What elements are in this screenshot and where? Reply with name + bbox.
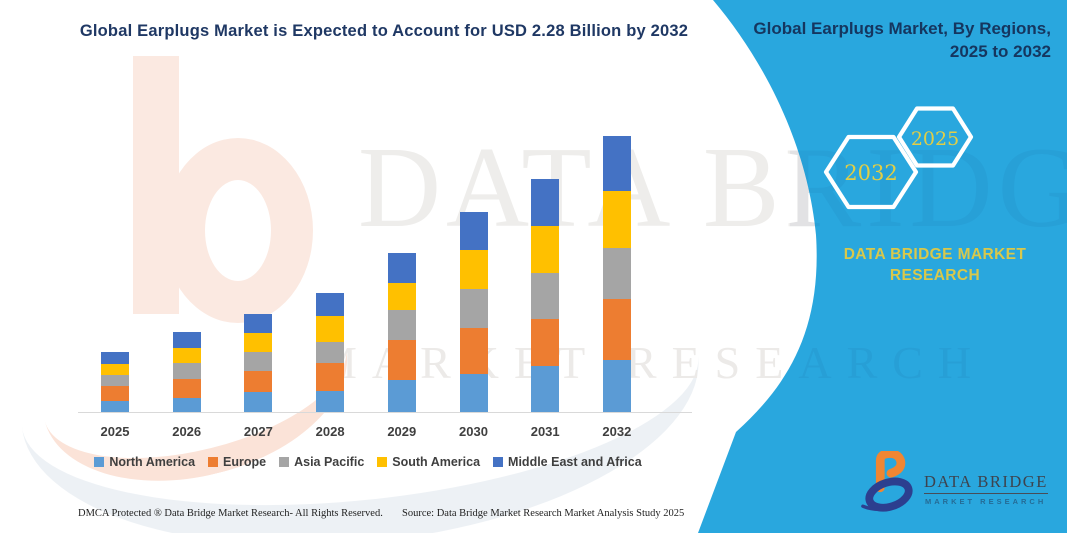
hexagon-2025-icon	[896, 106, 974, 168]
bar-segment-asia-pacific	[172, 363, 201, 379]
bar-2026	[172, 332, 201, 413]
legend-item-asia-pacific: Asia Pacific	[279, 455, 364, 469]
legend-swatch	[493, 457, 504, 467]
bar-segment-north-america	[244, 392, 273, 413]
panel-heading-line2: 2025 to 2032	[949, 42, 1051, 61]
x-axis-label-2025: 2025	[100, 424, 130, 439]
legend-swatch	[94, 457, 105, 467]
bar-segment-middle-east-and-africa	[316, 293, 345, 316]
footer-source: Source: Data Bridge Market Research Mark…	[402, 508, 685, 519]
panel-brand-line2: RESEARCH	[889, 267, 981, 284]
panel-brand-text: DATA BRIDGE MARKET RESEARCH	[825, 244, 1045, 286]
footer-copyright: DMCA Protected ® Data Bridge Market Rese…	[78, 508, 383, 519]
x-axis-label-2030: 2030	[459, 424, 488, 439]
bar-segment-middle-east-and-africa	[101, 352, 129, 364]
legend-label: Europe	[223, 455, 267, 469]
bar-segment-south-america	[316, 316, 345, 342]
panel-brand-line1: DATA BRIDGE MARKET	[843, 246, 1027, 263]
bar-2029	[387, 253, 416, 413]
side-panel-background	[698, 0, 1067, 533]
x-axis-label-2029: 2029	[387, 424, 417, 439]
bar-segment-north-america	[172, 398, 201, 413]
bar-segment-europe	[531, 319, 560, 366]
hexagon-2032-label: 2032	[844, 161, 897, 185]
bar-segment-asia-pacific	[387, 310, 416, 340]
bar-segment-middle-east-and-africa	[602, 136, 631, 191]
bar-segment-south-america	[387, 283, 416, 310]
legend-label: South America	[392, 455, 481, 469]
hexagon-2025-label: 2025	[911, 128, 959, 150]
bar-2025	[101, 352, 129, 413]
bar-segment-asia-pacific	[244, 352, 273, 371]
bar-segment-middle-east-and-africa	[459, 212, 488, 250]
legend-label: North America	[109, 455, 196, 469]
x-axis-label-2028: 2028	[315, 424, 345, 439]
bar-segment-south-america	[244, 333, 273, 352]
bar-segment-middle-east-and-africa	[387, 253, 416, 283]
bar-segment-south-america	[531, 226, 560, 273]
bar-segment-europe	[316, 363, 345, 391]
bar-segment-europe	[602, 299, 631, 360]
hexagon-2032-icon	[823, 134, 919, 210]
legend-item-north-america: North America	[94, 455, 195, 469]
logo-name: DATA BRIDGE	[924, 472, 1048, 491]
bar-segment-north-america	[387, 380, 416, 413]
x-axis-label-2027: 2027	[243, 424, 273, 439]
bar-segment-asia-pacific	[602, 248, 631, 299]
bar-segment-asia-pacific	[459, 289, 488, 328]
bar-segment-europe	[387, 340, 416, 380]
legend-item-south-america: South America	[377, 455, 480, 469]
bar-segment-asia-pacific	[101, 375, 129, 386]
legend-label: Middle East and Africa	[508, 455, 642, 469]
bar-segment-south-america	[101, 364, 129, 375]
bar-segment-south-america	[602, 191, 631, 248]
bar-segment-north-america	[602, 360, 631, 413]
bar-segment-asia-pacific	[531, 273, 560, 319]
dbmr-logo: DATA BRIDGE MARKET RESEARCH	[858, 449, 1058, 519]
legend-item-middle-east-and-africa: Middle East and Africa	[493, 455, 642, 469]
x-axis-label-2032: 2032	[602, 424, 632, 439]
bar-2032	[602, 136, 631, 413]
bar-2031	[531, 179, 560, 413]
bar-segment-north-america	[531, 366, 560, 413]
bar-segment-middle-east-and-africa	[531, 179, 560, 226]
chart-legend: North America Europe Asia Pacific South Ame…	[62, 455, 674, 469]
legend-swatch	[377, 457, 388, 467]
year-hexagons: 2032 2025	[823, 106, 974, 210]
bar-segment-north-america	[316, 391, 345, 413]
bar-2030	[459, 212, 488, 413]
bar-segment-europe	[172, 379, 201, 398]
legend-swatch	[279, 457, 290, 467]
legend-label: Asia Pacific	[294, 455, 365, 469]
dbmr-logo-b-icon	[861, 451, 913, 512]
x-axis-label-2031: 2031	[530, 424, 560, 439]
panel-heading-line1: Global Earplugs Market, By Regions,	[753, 19, 1051, 38]
panel-heading: Global Earplugs Market, By Regions, 2025…	[731, 17, 1051, 63]
bar-segment-europe	[101, 386, 129, 401]
bar-segment-north-america	[459, 374, 488, 413]
bar-segment-europe	[244, 371, 273, 392]
x-axis-label-2026: 2026	[172, 424, 202, 439]
legend-swatch	[208, 457, 219, 467]
logo-subtitle: MARKET RESEARCH	[925, 497, 1047, 506]
bar-segment-south-america	[459, 250, 488, 289]
bar-segment-europe	[459, 328, 488, 374]
bar-segment-asia-pacific	[316, 342, 345, 363]
bar-segment-south-america	[172, 348, 201, 363]
logo-underline	[924, 493, 1048, 494]
legend-item-europe: Europe	[208, 455, 266, 469]
bar-segment-middle-east-and-africa	[172, 332, 201, 348]
x-axis-line	[78, 412, 692, 413]
bar-segment-north-america	[101, 401, 129, 413]
chart-title: Global Earplugs Market is Expected to Ac…	[79, 22, 689, 40]
bar-2028	[316, 293, 345, 413]
